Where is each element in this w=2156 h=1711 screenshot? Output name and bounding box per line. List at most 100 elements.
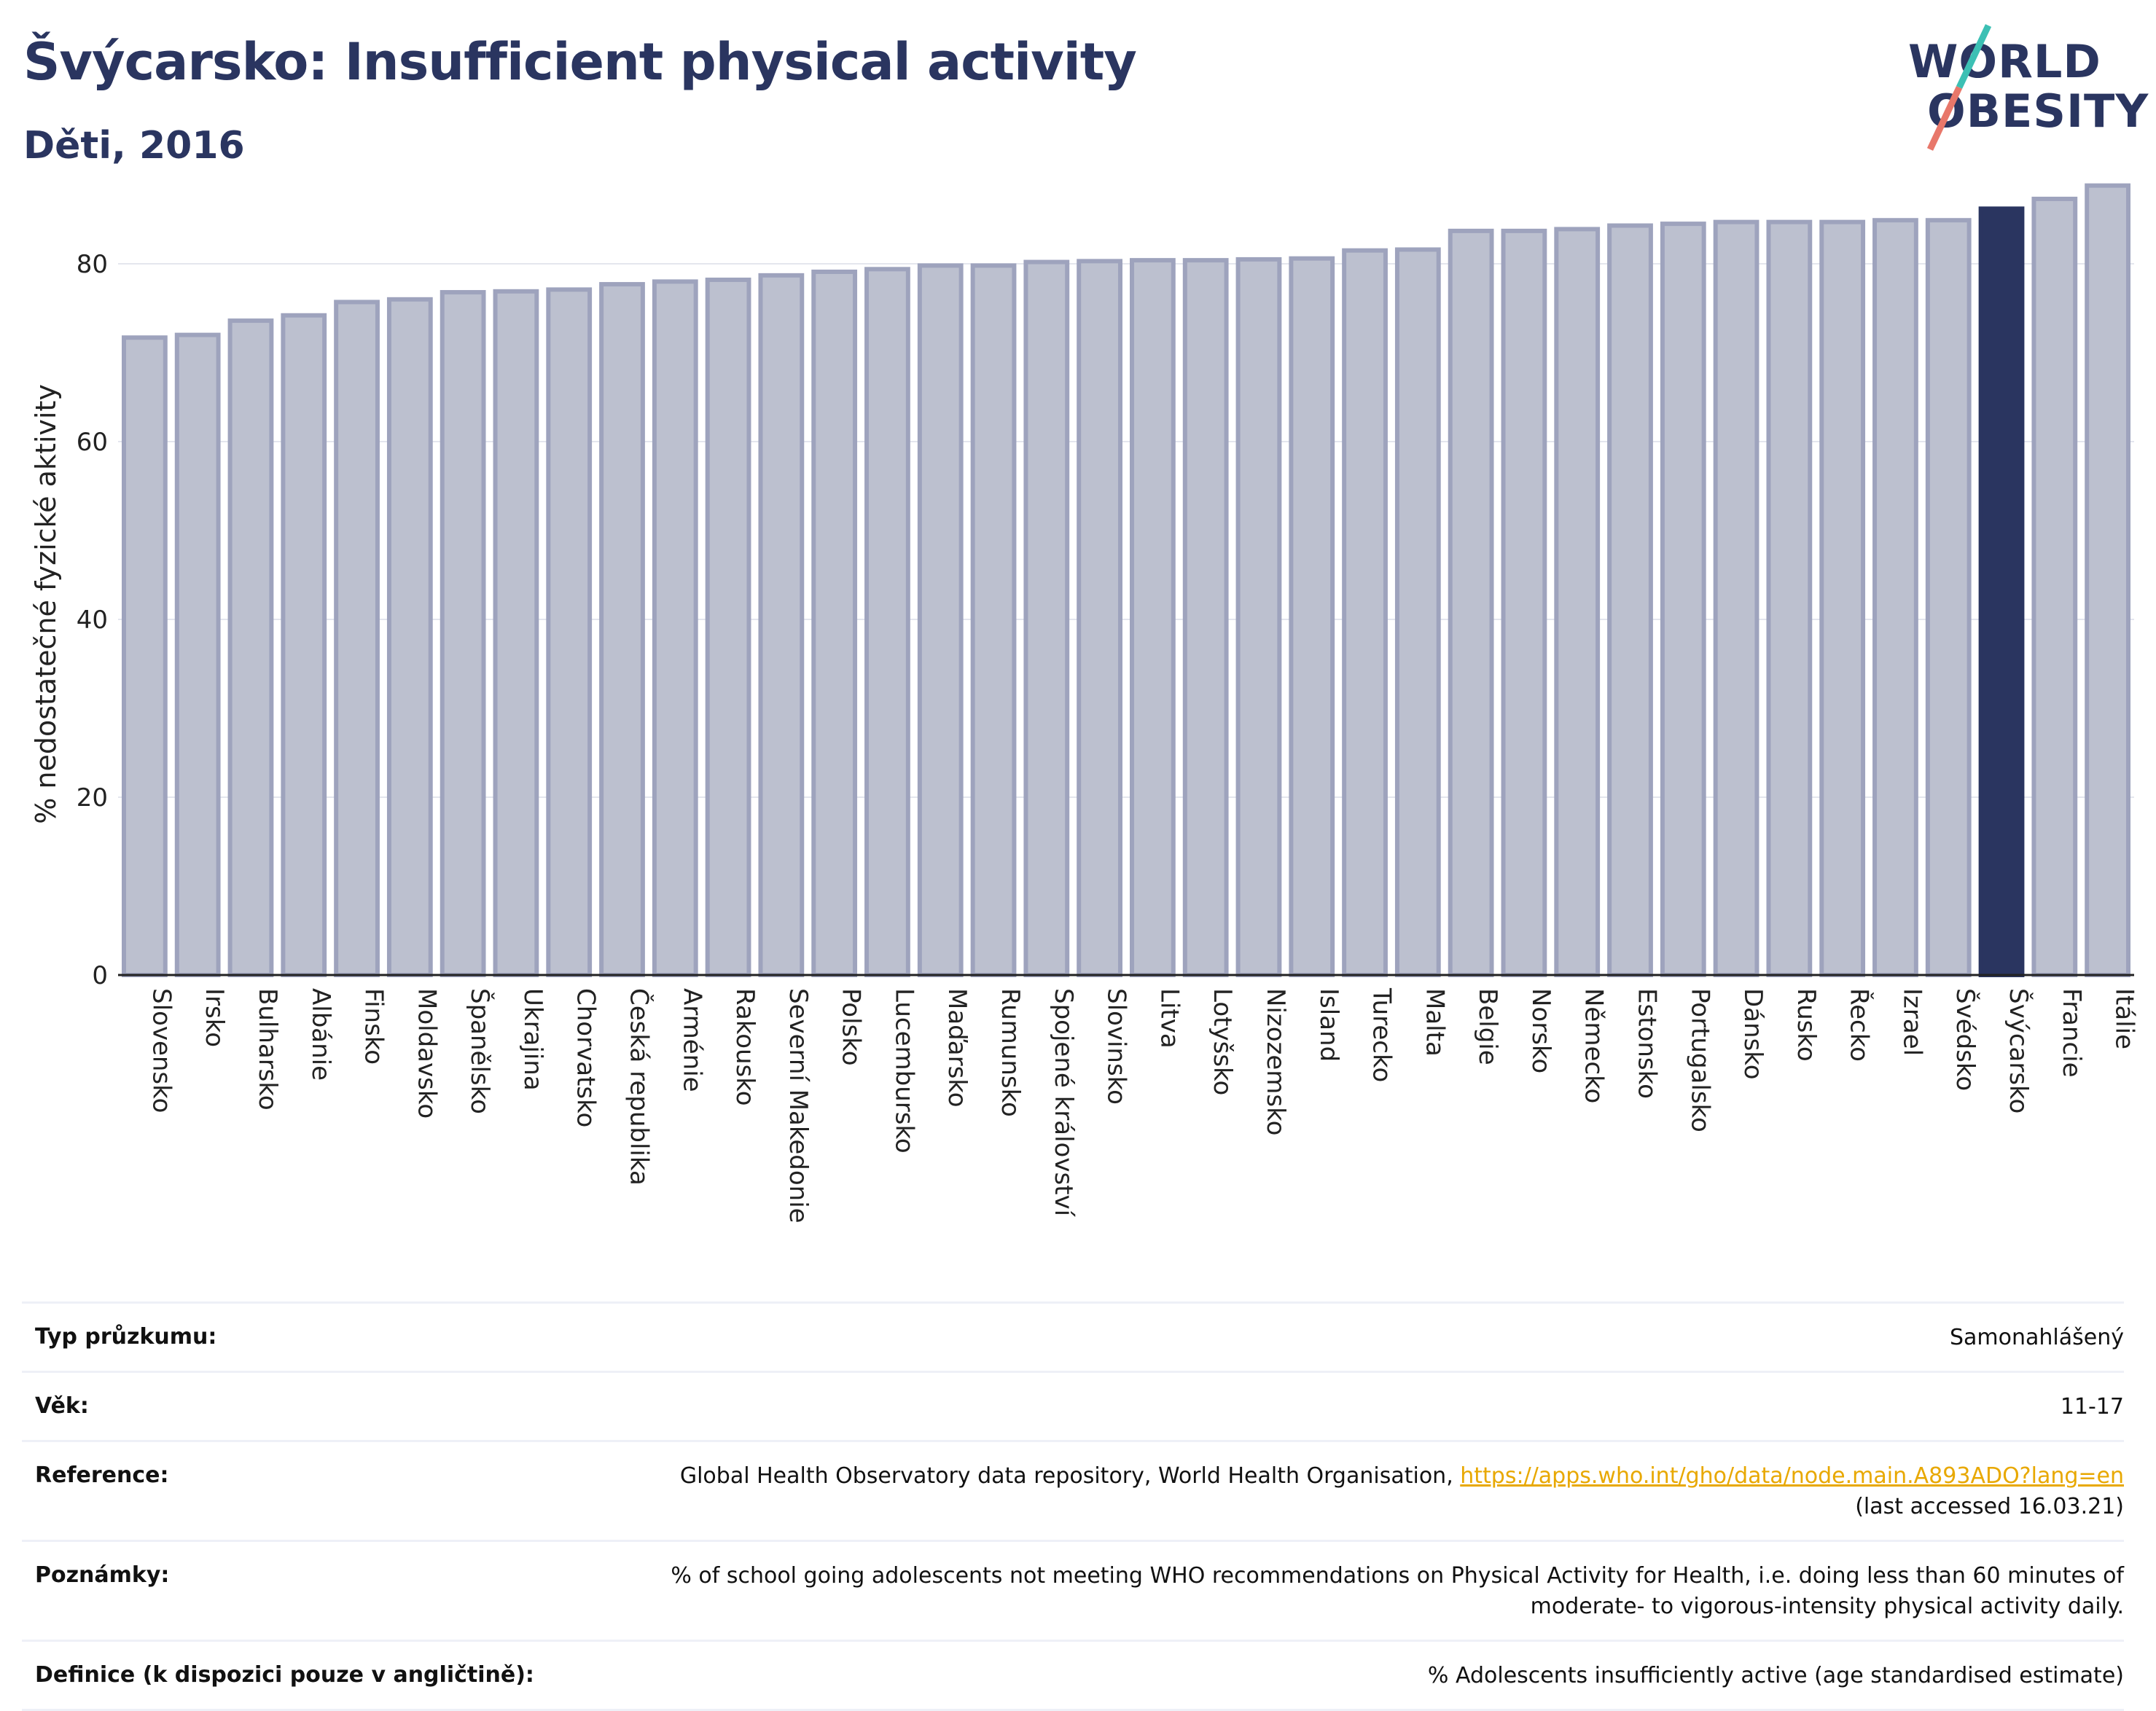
info-key: Poznámky: — [35, 1562, 170, 1588]
x-tick-label: Belgie — [1473, 988, 1502, 1065]
bar-Spojené království — [1023, 259, 1070, 977]
x-tick-label: Nizozemsko — [1261, 988, 1290, 1135]
y-axis-ticks: 0 20 40 60 80 — [77, 250, 108, 990]
bar-Turecko — [1342, 248, 1388, 977]
x-tick-label: Moldavsko — [412, 988, 441, 1119]
x-tick-label: Slovinsko — [1102, 988, 1131, 1105]
y-axis-label: % nedostatečné fyzické aktivity — [30, 384, 62, 824]
y-tick-label: 20 — [77, 783, 108, 813]
x-tick-label: Rakousko — [730, 988, 759, 1106]
x-tick-label: Španělsko — [465, 988, 495, 1114]
x-tick-label: Norsko — [1526, 988, 1555, 1073]
y-tick-label: 40 — [77, 606, 108, 635]
x-tick-label: Albánie — [306, 988, 335, 1081]
reference-link[interactable]: https://apps.who.int/gho/data/node.main.… — [1460, 1463, 2124, 1489]
bar-chart: 0 20 40 60 80 Slovensko Irsko Bulharsko Albánie… — [30, 183, 2139, 1223]
bar-Izrael — [1872, 218, 1918, 978]
bar-Norsko — [1501, 228, 1547, 977]
reference-text: Global Health Observatory data repositor… — [679, 1463, 1461, 1489]
info-value: 11-17 — [2060, 1394, 2124, 1420]
x-tick-label: Litva — [1155, 988, 1184, 1049]
x-tick-label: Rusko — [1792, 988, 1821, 1062]
bar-Malta — [1394, 247, 1441, 978]
x-tick-label: Arménie — [677, 988, 706, 1092]
bar-Nizozemsko — [1235, 257, 1282, 977]
y-tick-label: 0 — [92, 961, 108, 990]
x-tick-label: Malta — [1420, 988, 1449, 1057]
bar-Řecko — [1819, 219, 1866, 977]
x-tick-label: Estonsko — [1633, 988, 1662, 1099]
logo-text-obesity: OBESITY — [1927, 85, 2149, 138]
info-value: % of school going adolescents not meetin… — [671, 1563, 2124, 1619]
info-row-notes: Poznámky: % of school going adolescents … — [22, 1540, 2124, 1640]
bar-Bulharsko — [227, 318, 274, 977]
bars — [122, 183, 2130, 978]
reference-accessed: (last accessed 16.03.21) — [1855, 1494, 2124, 1519]
bar-Finsko — [334, 299, 380, 977]
bar-Island — [1289, 256, 1335, 977]
bar-Rusko — [1766, 219, 1813, 977]
info-key: Typ průzkumu: — [35, 1324, 217, 1350]
info-row-definition: Definice (k dispozici pouze v angličtině… — [22, 1640, 2124, 1711]
x-tick-label: Řecko — [1845, 988, 1875, 1062]
bar-Česká republika — [599, 282, 645, 977]
bar-Moldavsko — [386, 297, 433, 977]
x-tick-label: Maďarsko — [942, 988, 972, 1108]
x-tick-label: Česká republika — [625, 988, 655, 1186]
bar-Německo — [1554, 227, 1601, 978]
bar-Ukrajina — [493, 289, 539, 977]
y-tick-label: 60 — [77, 428, 108, 457]
info-row-age: Věk: 11-17 — [22, 1371, 2124, 1440]
info-row-reference: Reference: Global Health Observatory dat… — [22, 1440, 2124, 1540]
bar-Lotyšsko — [1182, 258, 1229, 977]
x-tick-label: Bulharsko — [253, 988, 282, 1111]
bar-Portugalsko — [1660, 222, 1706, 978]
bar-Španělsko — [440, 290, 486, 978]
bar-Slovensko — [122, 335, 168, 977]
logo-slash-icon — [1926, 24, 1992, 151]
info-key: Věk: — [35, 1393, 89, 1419]
y-tick-label: 80 — [77, 250, 108, 279]
page-subtitle: Děti, 2016 — [23, 124, 245, 168]
info-value: Samonahlášený — [1950, 1325, 2124, 1350]
x-tick-label: Polsko — [837, 988, 866, 1066]
x-tick-label: Portugalsko — [1685, 988, 1714, 1132]
x-axis-labels: Slovensko Irsko Bulharsko Albánie Finsko Mold… — [147, 987, 2139, 1223]
x-tick-label: Německo — [1579, 988, 1609, 1103]
info-key: Reference: — [35, 1463, 169, 1488]
bar-Slovinsko — [1077, 259, 1122, 977]
x-tick-label: Lucembursko — [889, 988, 918, 1154]
bar-Švýcarsko — [1978, 206, 2025, 977]
x-tick-label: Dánsko — [1738, 988, 1768, 1080]
x-tick-label: Izrael — [1897, 988, 1926, 1056]
x-tick-label: Finsko — [359, 988, 388, 1065]
x-tick-label: Spojené království — [1049, 988, 1078, 1218]
page-title: Švýcarsko: Insufficient physical activit… — [23, 32, 1137, 92]
bar-Arménie — [652, 279, 698, 977]
bar-Itálie — [2085, 183, 2130, 977]
x-tick-label: Slovensko — [147, 988, 176, 1113]
bar-Belgie — [1448, 228, 1494, 977]
bar-Lucembursko — [864, 267, 910, 977]
bar-Polsko — [811, 269, 858, 978]
x-tick-label: Island — [1314, 988, 1343, 1062]
bar-Rakousko — [705, 277, 751, 977]
x-tick-label: Turecko — [1367, 987, 1397, 1082]
world-obesity-logo: WORLD OBESITY — [1895, 22, 2148, 153]
info-key: Definice (k dispozici pouze v angličtině… — [35, 1662, 534, 1688]
bar-Chorvatsko — [546, 287, 593, 977]
x-tick-label: Lotyšsko — [1208, 988, 1237, 1095]
x-tick-label: Irsko — [200, 988, 229, 1047]
bar-Švédsko — [1925, 218, 1972, 978]
logo-text-world: WORLD — [1908, 35, 2101, 88]
bar-Litva — [1130, 258, 1176, 977]
bar-Rumunsko — [970, 263, 1017, 977]
bar-Maďarsko — [917, 263, 964, 977]
bar-Irsko — [174, 332, 221, 978]
bar-Francie — [2031, 196, 2078, 978]
x-tick-label: Itálie — [2110, 988, 2139, 1049]
info-row-survey-type: Typ průzkumu: Samonahlášený — [22, 1301, 2124, 1371]
x-tick-label: Chorvatsko — [571, 988, 601, 1127]
x-tick-label: Ukrajina — [518, 988, 547, 1091]
bar-Albánie — [281, 313, 327, 977]
